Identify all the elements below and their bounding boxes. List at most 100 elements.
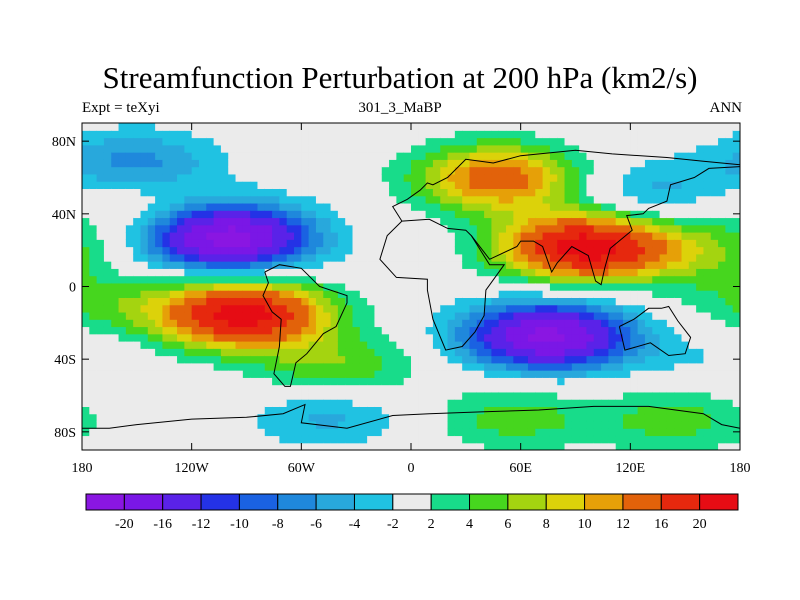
field-cell — [666, 362, 675, 371]
field-cell — [593, 275, 602, 284]
field-cell — [462, 130, 471, 139]
field-cell — [345, 181, 354, 189]
field-cell — [411, 123, 419, 131]
field-cell — [674, 290, 683, 298]
field-cell — [374, 282, 383, 291]
field-cell — [644, 232, 653, 240]
field-cell — [147, 391, 156, 400]
field-cell — [345, 428, 354, 437]
field-cell — [411, 435, 419, 444]
field-cell — [264, 377, 273, 386]
field-cell — [601, 297, 609, 306]
field-cell — [732, 130, 740, 139]
field-cell — [557, 130, 566, 139]
field-cell — [593, 362, 602, 371]
field-cell — [710, 137, 719, 146]
field-cell — [696, 232, 705, 240]
field-cell — [535, 144, 544, 153]
field-cell — [359, 137, 368, 146]
field-cell — [337, 195, 346, 204]
contour-field — [82, 123, 740, 450]
field-cell — [169, 144, 178, 153]
field-cell — [454, 275, 463, 284]
field-cell — [118, 413, 127, 422]
field-cell — [301, 137, 310, 146]
field-cell — [601, 304, 609, 313]
field-cell — [191, 202, 200, 211]
field-cell — [162, 188, 171, 197]
field-cell — [403, 428, 412, 437]
field-cell — [345, 275, 354, 284]
field-cell — [279, 217, 288, 226]
field-cell — [242, 391, 251, 400]
field-cell — [96, 406, 105, 415]
field-cell — [330, 159, 339, 168]
coast-line — [470, 166, 740, 286]
field-cell — [103, 181, 112, 189]
field-cell — [228, 246, 237, 255]
field-cell — [323, 246, 332, 255]
field-cell — [286, 311, 295, 320]
field-cell — [111, 420, 120, 429]
field-cell — [389, 406, 397, 415]
field-cell — [359, 152, 368, 160]
field-cell — [564, 348, 573, 357]
field-cell — [220, 195, 229, 204]
field-cell — [447, 362, 456, 371]
field-cell — [111, 261, 120, 269]
field-cell — [220, 253, 229, 262]
field-cell — [462, 166, 471, 175]
field-cell — [681, 239, 690, 248]
field-cell — [169, 232, 178, 240]
field-cell — [696, 435, 705, 444]
field-cell — [206, 319, 215, 328]
field-cell — [228, 384, 237, 393]
field-cell — [198, 399, 207, 407]
field-cell — [681, 173, 690, 182]
field-cell — [732, 370, 740, 378]
field-cell — [674, 319, 683, 328]
field-cell — [286, 181, 295, 189]
field-cell — [718, 275, 726, 284]
field-cell — [250, 246, 259, 255]
field-cell — [476, 268, 485, 277]
field-cell — [710, 442, 719, 450]
field-cell — [264, 435, 273, 444]
field-cell — [454, 333, 463, 342]
field-cell — [593, 239, 602, 248]
field-cell — [681, 217, 690, 226]
season-label: ANN — [709, 100, 743, 116]
field-cell — [133, 217, 142, 226]
field-cell — [579, 253, 588, 262]
field-cell — [220, 428, 229, 437]
field-cell — [177, 399, 185, 407]
field-cell — [659, 275, 668, 284]
field-cell — [220, 420, 229, 429]
field-cell — [454, 413, 463, 422]
field-cell — [103, 224, 112, 233]
field-cell — [564, 304, 573, 313]
field-cell — [703, 217, 712, 226]
field-cell — [601, 275, 609, 284]
field-cell — [155, 348, 164, 357]
field-cell — [549, 413, 558, 422]
field-cell — [330, 188, 339, 197]
field-cell — [103, 370, 112, 378]
field-cell — [242, 290, 251, 298]
field-cell — [374, 202, 383, 211]
field-cell — [615, 420, 624, 429]
field-cell — [103, 232, 112, 240]
field-cell — [242, 123, 251, 131]
field-cell — [630, 442, 639, 450]
field-cell — [125, 123, 134, 131]
field-cell — [337, 348, 346, 357]
field-cell — [652, 159, 661, 168]
field-cell — [542, 304, 551, 313]
field-cell — [323, 435, 332, 444]
field-cell — [725, 253, 734, 262]
field-cell — [272, 232, 280, 240]
field-cell — [469, 341, 478, 349]
field-cell — [337, 420, 346, 429]
field-cell — [659, 268, 668, 277]
field-cell — [725, 297, 734, 306]
